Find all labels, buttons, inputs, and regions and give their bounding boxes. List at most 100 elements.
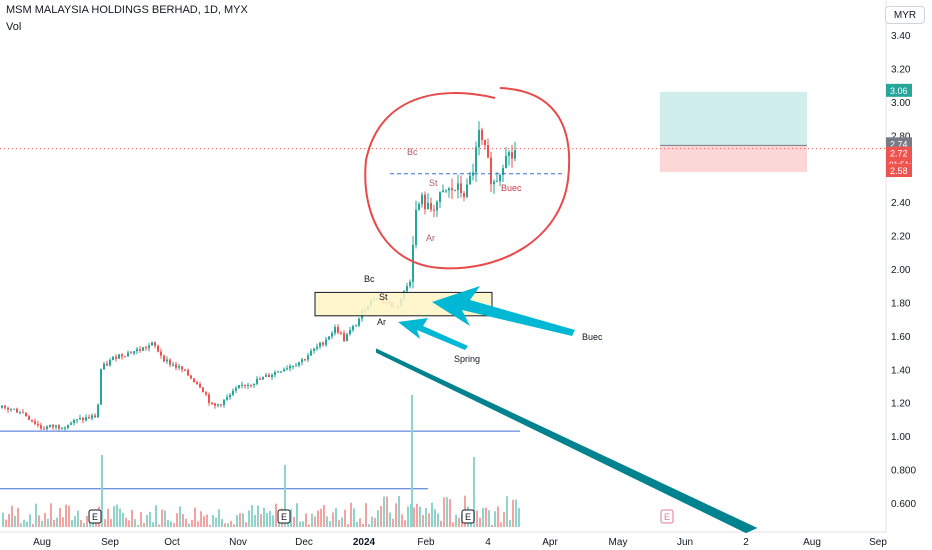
candle-body — [406, 286, 408, 292]
volume-bar — [500, 522, 502, 527]
candle-body — [97, 404, 99, 418]
candle-body — [70, 423, 72, 425]
candle-body — [28, 416, 30, 420]
volume-bar — [350, 502, 352, 527]
volume-spike — [411, 395, 413, 527]
x-tick-label: 4 — [485, 537, 491, 548]
x-tick-label: Jun — [677, 537, 693, 548]
y-tick-label: 3.40 — [891, 31, 911, 42]
candle-body — [418, 204, 420, 210]
candle-body — [154, 342, 156, 346]
candle-body — [259, 378, 261, 380]
candle-body — [139, 349, 141, 351]
volume-bar — [260, 514, 262, 527]
volume-bar — [26, 521, 28, 527]
volume-bar — [179, 506, 181, 527]
volume-bar — [134, 519, 136, 527]
volume-bar — [257, 505, 259, 527]
candle-body — [340, 332, 342, 334]
volume-bar — [512, 499, 514, 527]
candle-body — [109, 359, 111, 366]
volume-bar — [302, 521, 304, 527]
candle-body — [148, 345, 150, 349]
candle-body — [166, 359, 168, 362]
candle-body — [115, 356, 117, 359]
candle-body — [118, 354, 120, 359]
x-tick-label: Sep — [869, 537, 887, 548]
candle-body — [298, 362, 300, 366]
price-axis-label-text: 2.58 — [890, 166, 908, 176]
volume-bar — [332, 512, 334, 527]
candle-body — [121, 354, 123, 357]
y-tick-label: 2.00 — [891, 265, 911, 276]
earnings-marker-label: E — [465, 512, 471, 522]
volume-bar — [263, 507, 265, 527]
volume-bar — [470, 523, 472, 527]
x-tick-label: Oct — [164, 537, 180, 548]
annotation-label: St — [429, 178, 438, 188]
y-tick-label: 1.00 — [891, 432, 911, 443]
candle-body — [1, 405, 3, 408]
candle-body — [475, 147, 477, 173]
volume-bar — [14, 515, 16, 527]
candle-body — [454, 190, 456, 192]
x-tick-label: 2024 — [353, 537, 376, 548]
candle-body — [331, 333, 333, 337]
candle-body — [13, 408, 15, 410]
candle-body — [58, 425, 60, 429]
volume-bar — [392, 518, 394, 527]
volume-bar — [383, 496, 385, 527]
candle-body — [187, 369, 189, 376]
volume-bar — [17, 507, 19, 527]
volume-bar — [50, 503, 52, 527]
volume-bar — [362, 524, 364, 527]
price-axis-label-bg — [886, 83, 912, 97]
candle-body — [211, 402, 213, 404]
volume-bar — [62, 517, 64, 527]
candle-body — [355, 325, 357, 327]
volume-bar — [416, 503, 418, 527]
volume-bar — [197, 521, 199, 527]
volume-bar — [23, 519, 25, 527]
candle-body — [448, 188, 450, 191]
volume-bar — [236, 515, 238, 527]
volume-bar — [218, 509, 220, 527]
candle-body — [142, 347, 144, 351]
earnings-marker-box — [660, 509, 674, 524]
currency-badge[interactable]: MYR — [885, 6, 925, 24]
candle-body — [262, 376, 264, 380]
volume-bar — [494, 511, 496, 527]
annotation-label: Buec — [501, 183, 522, 193]
volume-bar — [44, 512, 46, 527]
volume-bar — [320, 508, 322, 527]
candle-body — [289, 366, 291, 369]
candle-body — [466, 184, 468, 197]
candle-body — [496, 181, 498, 183]
candle-body — [163, 355, 165, 362]
candle-body — [226, 397, 228, 400]
candle-body — [88, 417, 90, 419]
volume-bar — [206, 514, 208, 527]
candle-body — [112, 356, 114, 360]
volume-bar — [449, 499, 451, 527]
candle-body — [220, 404, 222, 406]
x-tick-label: Nov — [229, 537, 247, 548]
volume-bar — [440, 520, 442, 527]
annotation-label: Ar — [426, 233, 435, 243]
volume-bar — [158, 524, 160, 527]
volume-bar — [446, 497, 448, 527]
candle-body — [241, 384, 243, 386]
volume-bar — [110, 519, 112, 527]
candle-body — [7, 407, 9, 410]
candle-body — [502, 168, 504, 175]
volume-bar — [32, 523, 34, 527]
candle-body — [469, 175, 471, 185]
volume-bar — [41, 520, 43, 527]
volume-bar — [299, 521, 301, 527]
volume-bar — [326, 516, 328, 527]
volume-label: Vol — [6, 21, 22, 33]
earnings-marker-box — [88, 509, 102, 524]
candle-body — [460, 183, 462, 194]
volume-bar — [371, 516, 373, 527]
